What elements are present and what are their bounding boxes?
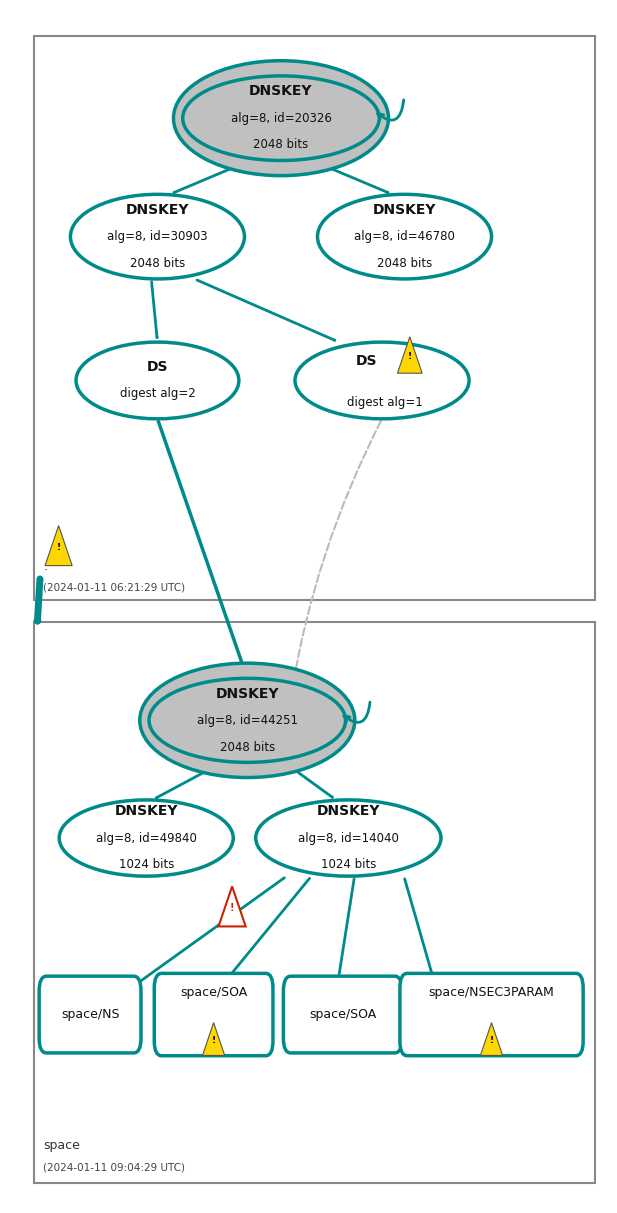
Text: 2048 bits: 2048 bits (254, 138, 308, 152)
Text: alg=8, id=30903: alg=8, id=30903 (107, 230, 208, 243)
Polygon shape (481, 1023, 503, 1055)
Text: alg=8, id=14040: alg=8, id=14040 (298, 832, 399, 844)
Ellipse shape (149, 678, 346, 763)
Polygon shape (202, 1023, 225, 1055)
Bar (34, 36, 595, 600)
Text: !: ! (212, 1036, 216, 1044)
Text: alg=8, id=46780: alg=8, id=46780 (354, 230, 455, 243)
Text: 1024 bits: 1024 bits (118, 859, 174, 871)
Text: DNSKEY: DNSKEY (373, 203, 436, 217)
Text: !: ! (489, 1036, 494, 1044)
Text: space/SOA: space/SOA (309, 1008, 376, 1021)
Text: space: space (43, 1139, 80, 1151)
Text: (2024-01-11 09:04:29 UTC): (2024-01-11 09:04:29 UTC) (43, 1162, 185, 1173)
Text: !: ! (408, 352, 412, 360)
Text: 2048 bits: 2048 bits (130, 257, 185, 269)
Text: !: ! (57, 542, 60, 552)
Text: DNSKEY: DNSKEY (126, 203, 189, 217)
Text: digest alg=2: digest alg=2 (120, 387, 196, 400)
Polygon shape (397, 337, 422, 374)
FancyBboxPatch shape (283, 976, 402, 1053)
Text: (2024-01-11 06:21:29 UTC): (2024-01-11 06:21:29 UTC) (43, 582, 185, 593)
Ellipse shape (318, 194, 492, 279)
Text: 1024 bits: 1024 bits (321, 859, 376, 871)
Text: !: ! (230, 902, 234, 913)
Text: DS: DS (356, 354, 378, 368)
Ellipse shape (76, 342, 239, 418)
Ellipse shape (140, 664, 355, 778)
Text: digest alg=1: digest alg=1 (347, 395, 423, 409)
Text: .: . (43, 560, 47, 573)
Text: alg=8, id=44251: alg=8, id=44251 (197, 713, 298, 727)
Text: DS: DS (147, 360, 168, 374)
Text: DNSKEY: DNSKEY (115, 804, 178, 819)
FancyBboxPatch shape (400, 973, 583, 1055)
Ellipse shape (255, 799, 441, 876)
Text: 2048 bits: 2048 bits (377, 257, 432, 269)
Text: alg=8, id=20326: alg=8, id=20326 (231, 112, 331, 125)
Text: space/NSEC3PARAM: space/NSEC3PARAM (429, 986, 555, 1000)
Text: space/SOA: space/SOA (180, 986, 247, 1000)
Text: DNSKEY: DNSKEY (215, 687, 279, 701)
Ellipse shape (295, 342, 469, 418)
Text: alg=8, id=49840: alg=8, id=49840 (96, 832, 197, 844)
FancyBboxPatch shape (39, 976, 141, 1053)
Ellipse shape (70, 194, 244, 279)
FancyBboxPatch shape (154, 973, 273, 1055)
Text: DNSKEY: DNSKEY (249, 85, 313, 98)
Polygon shape (218, 887, 246, 927)
Ellipse shape (183, 76, 379, 160)
Text: 2048 bits: 2048 bits (220, 740, 275, 753)
Ellipse shape (59, 799, 233, 876)
Bar (34, 622, 595, 1183)
Polygon shape (45, 525, 72, 565)
Text: space/NS: space/NS (61, 1008, 119, 1021)
Text: DNSKEY: DNSKEY (317, 804, 380, 819)
Ellipse shape (173, 61, 389, 176)
